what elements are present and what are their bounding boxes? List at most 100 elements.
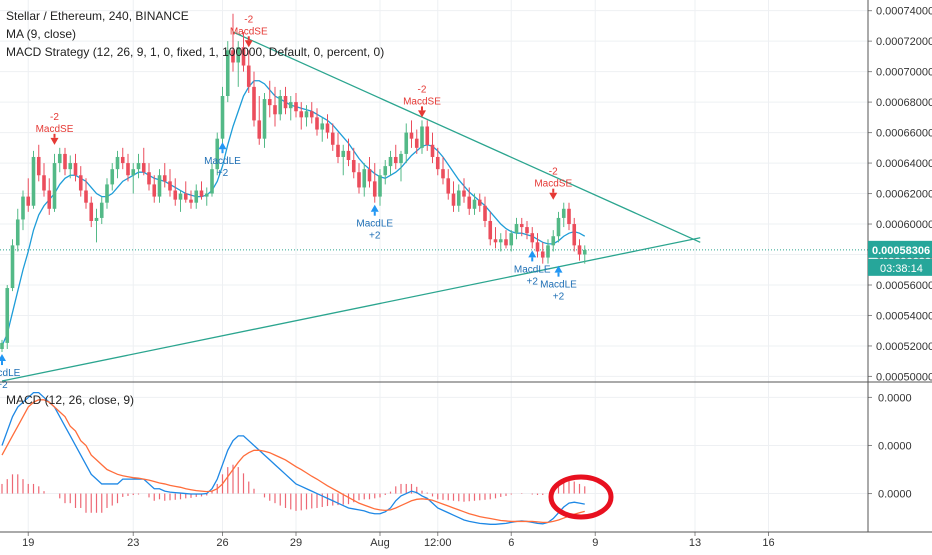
candle — [372, 163, 377, 203]
long-signal: MacdLE+2 — [356, 204, 393, 242]
candle — [330, 123, 335, 151]
candle — [52, 153, 57, 212]
candle-body — [147, 172, 151, 185]
candle — [15, 208, 20, 252]
macd-legend[interactable]: MACD (12, 26, close, 9) — [6, 393, 135, 407]
candle-body — [105, 184, 109, 203]
candle — [546, 239, 550, 264]
candle — [572, 217, 577, 252]
candle — [231, 13, 235, 72]
candle — [194, 184, 199, 209]
candle-body — [89, 202, 94, 221]
candle-body — [215, 138, 220, 170]
candle — [99, 196, 104, 225]
short-arrow-icon — [50, 137, 59, 145]
candle-body — [540, 251, 545, 258]
candle-body — [414, 138, 419, 148]
candle — [504, 230, 508, 249]
candle-body — [241, 47, 246, 66]
candle — [126, 153, 130, 182]
candle-body — [582, 249, 587, 255]
candle-body — [15, 219, 20, 246]
candle-body — [236, 47, 241, 63]
long-arrow-icon — [218, 142, 227, 150]
candle-body — [493, 239, 498, 243]
candle — [220, 86, 225, 145]
candle — [0, 339, 4, 353]
candle-body — [446, 178, 451, 194]
candle-body — [467, 196, 472, 209]
candle-body — [73, 163, 78, 176]
candle-body — [57, 153, 62, 164]
candle — [252, 71, 256, 127]
candle — [94, 208, 99, 243]
short-arrow-icon — [244, 40, 253, 48]
candle-body — [94, 217, 99, 221]
candle — [241, 32, 246, 72]
candle-body — [288, 102, 293, 109]
price-tick-label: 0.00070000 — [876, 67, 932, 79]
candle-body — [204, 193, 209, 197]
candle — [409, 120, 414, 148]
symbol-legend[interactable]: Stellar / Ethereum, 240, BINANCE — [6, 9, 189, 23]
candle — [404, 123, 409, 164]
long-arrow-icon — [554, 265, 563, 273]
candle — [304, 105, 309, 127]
candle-body — [577, 245, 582, 255]
candle — [399, 150, 403, 182]
candle-body — [5, 288, 10, 343]
candle — [488, 211, 493, 246]
candle — [456, 184, 461, 212]
time-tick-label: 12:00 — [424, 537, 452, 549]
long-qty-label: +2 — [217, 168, 229, 179]
candle — [367, 156, 372, 188]
price-tick-label: 0.00074000 — [876, 6, 932, 18]
candle-body — [488, 220, 493, 240]
candle-body — [136, 163, 141, 170]
candle — [178, 190, 183, 212]
candle-body — [194, 190, 199, 203]
candle-body — [210, 169, 214, 194]
candle — [320, 117, 325, 142]
ma-legend[interactable]: MA (9, close) — [6, 27, 77, 41]
candle — [315, 108, 319, 136]
time-tick-label: 6 — [508, 537, 514, 549]
long-arrow-icon — [370, 204, 379, 212]
time-tick-label: 16 — [762, 537, 774, 549]
candle — [173, 178, 178, 206]
short-arrow-stem — [552, 188, 555, 193]
candle — [351, 147, 356, 179]
candle-body — [462, 190, 466, 197]
candle-body — [451, 193, 456, 206]
ma-line-group — [1, 80, 586, 347]
candle — [10, 239, 15, 292]
candle — [525, 220, 529, 240]
macd-histogram — [1, 464, 586, 513]
candle — [267, 80, 272, 118]
long-arrow-icon — [528, 250, 537, 258]
candle-body — [404, 132, 409, 154]
time-tick-label: 19 — [22, 537, 34, 549]
candle-body — [388, 156, 393, 167]
time-tick-label: Aug — [370, 537, 390, 549]
candle — [120, 147, 125, 170]
candle-body — [556, 217, 561, 237]
strategy-legend[interactable]: MACD Strategy (12, 26, 9, 1, 0, fixed, 1… — [6, 45, 385, 59]
candle-body — [21, 196, 25, 220]
candle-body — [420, 126, 424, 148]
candle-body — [393, 156, 398, 164]
candle — [288, 96, 293, 121]
candle-body — [330, 132, 335, 145]
candle — [68, 155, 73, 179]
current-price-label: 0.00058306 — [872, 245, 930, 257]
candle — [472, 193, 477, 215]
candle — [283, 86, 288, 115]
short-arrow-stem — [247, 36, 250, 41]
candle-body — [99, 202, 104, 218]
candle-body — [84, 190, 88, 203]
candle-body — [551, 236, 556, 246]
